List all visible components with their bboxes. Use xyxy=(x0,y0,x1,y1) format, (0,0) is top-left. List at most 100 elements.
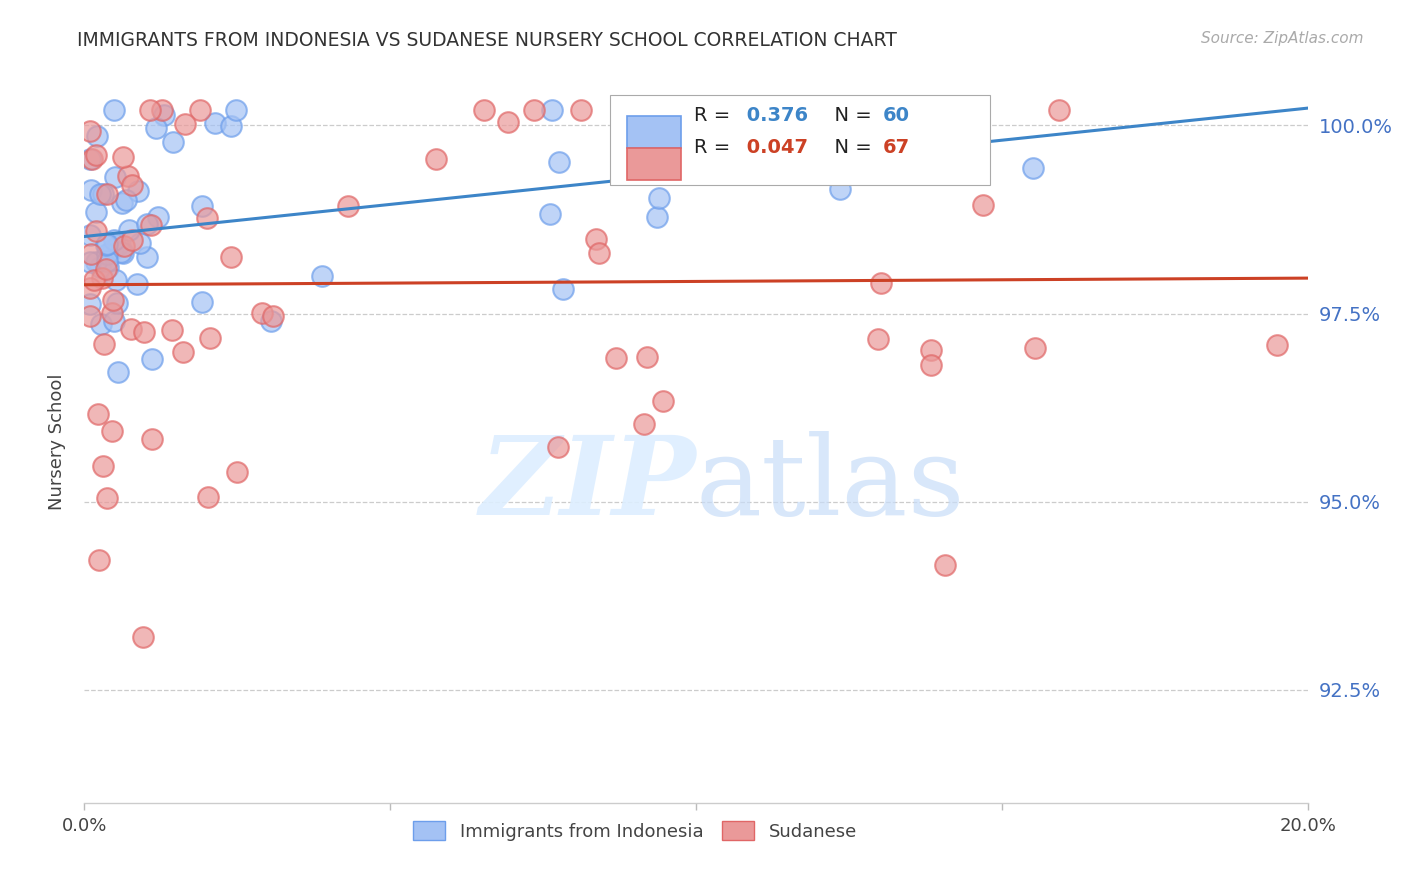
Point xyxy=(540,103,562,118)
Point xyxy=(311,268,333,283)
Point xyxy=(132,325,155,339)
Point xyxy=(569,103,592,118)
Point xyxy=(80,247,103,261)
Point xyxy=(647,191,669,205)
Point xyxy=(117,169,139,183)
Point xyxy=(91,186,114,201)
Point xyxy=(815,130,838,145)
Point xyxy=(91,271,114,285)
Point xyxy=(86,224,108,238)
Point xyxy=(79,297,101,311)
Point xyxy=(83,273,105,287)
Point xyxy=(934,558,956,573)
Point xyxy=(112,246,135,260)
Point xyxy=(195,211,218,225)
Point xyxy=(523,103,546,118)
Point xyxy=(87,553,110,567)
Point xyxy=(97,260,120,274)
Point xyxy=(1024,341,1046,355)
Point xyxy=(79,254,101,268)
Text: 60: 60 xyxy=(883,105,910,125)
Point xyxy=(132,630,155,644)
Point xyxy=(121,178,143,193)
Point xyxy=(110,244,132,259)
Point xyxy=(496,115,519,129)
Text: 0.047: 0.047 xyxy=(740,138,808,157)
Point xyxy=(96,246,118,260)
Point xyxy=(138,103,160,118)
Point xyxy=(153,108,176,122)
FancyBboxPatch shape xyxy=(627,148,682,180)
Point xyxy=(96,236,118,251)
Point xyxy=(89,260,111,274)
Point xyxy=(1047,103,1070,118)
Point xyxy=(651,393,673,408)
Point xyxy=(755,124,778,138)
Point xyxy=(79,281,101,295)
Point xyxy=(828,182,851,196)
Point xyxy=(221,250,243,264)
Point xyxy=(633,417,655,432)
Point xyxy=(118,223,141,237)
Point xyxy=(104,169,127,184)
Point xyxy=(79,123,101,137)
Text: 67: 67 xyxy=(883,138,910,157)
Point xyxy=(103,314,125,328)
Point xyxy=(80,184,103,198)
Point xyxy=(90,317,112,331)
Text: atlas: atlas xyxy=(696,432,966,539)
Point xyxy=(547,440,569,454)
Point xyxy=(337,199,360,213)
Point xyxy=(188,103,211,118)
Point xyxy=(551,282,574,296)
Text: N =: N = xyxy=(823,105,877,125)
Point xyxy=(101,242,124,256)
Point xyxy=(197,490,219,504)
Point xyxy=(96,253,118,268)
Point xyxy=(145,120,167,135)
Point xyxy=(920,343,942,357)
Point xyxy=(107,365,129,379)
Point xyxy=(111,150,134,164)
Text: ZIP: ZIP xyxy=(479,431,696,539)
Point xyxy=(226,465,249,479)
Point xyxy=(84,255,107,269)
Point xyxy=(172,345,194,359)
Point xyxy=(136,250,159,264)
Point xyxy=(121,233,143,247)
Point xyxy=(972,197,994,211)
Point xyxy=(80,153,103,167)
Point xyxy=(262,309,284,323)
Point xyxy=(96,186,118,201)
Point xyxy=(105,273,128,287)
Point xyxy=(125,277,148,291)
Point xyxy=(103,233,125,247)
Point xyxy=(89,186,111,201)
Point xyxy=(174,117,197,131)
Point xyxy=(838,103,860,118)
Point xyxy=(538,207,561,221)
Point xyxy=(96,491,118,505)
Point xyxy=(91,458,114,473)
Point xyxy=(191,295,214,310)
Point xyxy=(93,337,115,351)
Y-axis label: Nursery School: Nursery School xyxy=(48,373,66,510)
Point xyxy=(920,358,942,372)
Point xyxy=(260,314,283,328)
Point xyxy=(79,309,101,323)
Point xyxy=(605,351,627,365)
Point xyxy=(103,103,125,118)
Point xyxy=(101,306,124,320)
Point xyxy=(472,103,495,118)
Point xyxy=(107,238,129,252)
Point xyxy=(101,425,124,439)
Point xyxy=(219,119,242,133)
Point xyxy=(585,232,607,246)
Point xyxy=(225,103,247,118)
Point xyxy=(84,205,107,219)
Point xyxy=(129,236,152,251)
Point xyxy=(645,211,668,225)
Point xyxy=(425,152,447,166)
Text: Source: ZipAtlas.com: Source: ZipAtlas.com xyxy=(1201,31,1364,46)
Point xyxy=(94,238,117,252)
